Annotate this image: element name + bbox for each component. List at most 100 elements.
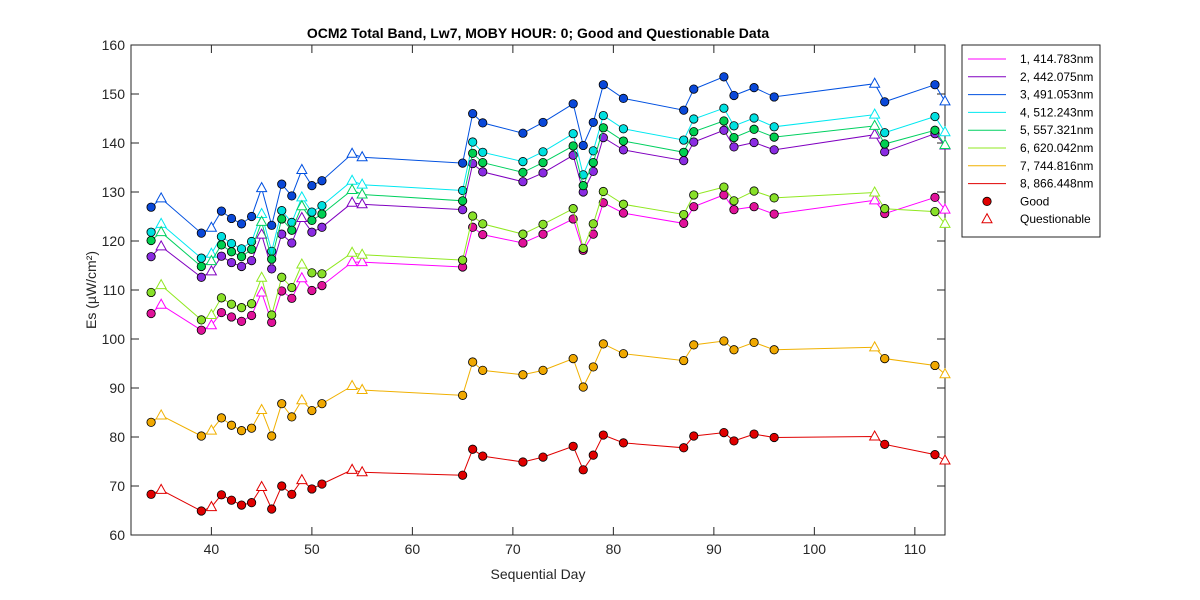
- questionable-point: [868, 185, 881, 197]
- good-point: [568, 129, 578, 139]
- good-point: [216, 293, 227, 303]
- x-tick-label: 50: [304, 541, 320, 557]
- good-point: [729, 133, 739, 143]
- questionable-point: [155, 225, 167, 237]
- questionable-point: [868, 119, 881, 130]
- good-point: [307, 484, 317, 494]
- good-point: [729, 196, 739, 206]
- good-point: [719, 72, 729, 82]
- good-point: [317, 269, 327, 279]
- questionable-point: [155, 278, 167, 290]
- good-point: [226, 299, 237, 309]
- good-point: [719, 125, 729, 135]
- questionable-point: [205, 254, 218, 266]
- good-point: [568, 353, 578, 364]
- questionable-point: [255, 215, 268, 226]
- good-point: [317, 222, 327, 232]
- good-point: [689, 84, 699, 94]
- questionable-point: [356, 248, 368, 259]
- y-tick-label: 60: [109, 527, 125, 543]
- good-point: [468, 211, 478, 221]
- good-point: [578, 181, 588, 191]
- good-point: [458, 205, 468, 215]
- x-tick-label: 70: [505, 541, 521, 557]
- good-point: [287, 293, 297, 303]
- good-point: [568, 441, 578, 451]
- good-point: [277, 481, 287, 491]
- good-point: [246, 255, 257, 266]
- questionable-point: [868, 128, 881, 139]
- good-point: [618, 93, 629, 104]
- good-point: [226, 238, 237, 249]
- good-point: [598, 123, 608, 133]
- questionable-point: [255, 403, 268, 415]
- good-point: [307, 285, 317, 296]
- series-8: [146, 427, 951, 516]
- questionable-point: [356, 465, 368, 477]
- good-point: [930, 111, 940, 122]
- good-point: [618, 349, 629, 359]
- good-point: [689, 431, 699, 441]
- good-point: [277, 206, 287, 216]
- good-point: [618, 136, 629, 146]
- good-point: [769, 432, 779, 443]
- good-point: [769, 345, 779, 355]
- good-point: [277, 272, 287, 282]
- good-point: [598, 110, 608, 121]
- good-point: [196, 325, 206, 335]
- good-point: [246, 299, 257, 309]
- good-point: [538, 365, 548, 375]
- good-point: [719, 182, 729, 192]
- good-point: [458, 255, 468, 265]
- good-point: [458, 196, 468, 206]
- questionable-point: [346, 379, 358, 391]
- good-point: [749, 186, 759, 196]
- good-point: [196, 431, 206, 441]
- good-point: [287, 412, 297, 422]
- good-point: [588, 362, 598, 372]
- good-point: [317, 209, 327, 219]
- good-point: [729, 121, 739, 131]
- good-point: [317, 201, 327, 211]
- good-point: [226, 257, 237, 268]
- questionable-point: [346, 255, 358, 267]
- good-point: [880, 128, 890, 138]
- good-point: [287, 225, 297, 235]
- good-point: [578, 243, 588, 253]
- good-point: [729, 205, 739, 215]
- good-point: [478, 118, 488, 128]
- good-point: [578, 140, 588, 151]
- good-point: [689, 202, 699, 212]
- good-point: [468, 148, 478, 158]
- good-point: [518, 229, 528, 239]
- good-point: [598, 80, 608, 90]
- questionable-point: [255, 181, 268, 193]
- good-point: [246, 244, 257, 254]
- good-point: [307, 405, 317, 416]
- good-point: [729, 345, 739, 355]
- y-tick-label: 160: [102, 37, 126, 53]
- good-point: [287, 191, 297, 201]
- good-point: [729, 142, 739, 152]
- good-point: [749, 83, 759, 93]
- good-point: [317, 280, 327, 291]
- good-point: [880, 204, 890, 214]
- questionable-point: [346, 147, 358, 158]
- good-point: [146, 417, 156, 427]
- good-point: [216, 251, 227, 261]
- questionable-point: [155, 298, 167, 309]
- good-point: [588, 158, 598, 168]
- good-point: [246, 423, 257, 433]
- good-point: [216, 413, 227, 423]
- questionable-point: [356, 255, 368, 267]
- legend-label: 4, 512.243nm: [1020, 105, 1093, 119]
- good-point: [679, 443, 689, 453]
- x-tick-label: 40: [204, 541, 220, 557]
- good-point: [216, 490, 227, 500]
- good-point: [568, 141, 578, 151]
- good-point: [679, 105, 689, 115]
- good-point: [930, 125, 940, 135]
- questionable-point: [868, 340, 881, 352]
- good-point: [578, 382, 588, 392]
- good-point: [689, 137, 699, 147]
